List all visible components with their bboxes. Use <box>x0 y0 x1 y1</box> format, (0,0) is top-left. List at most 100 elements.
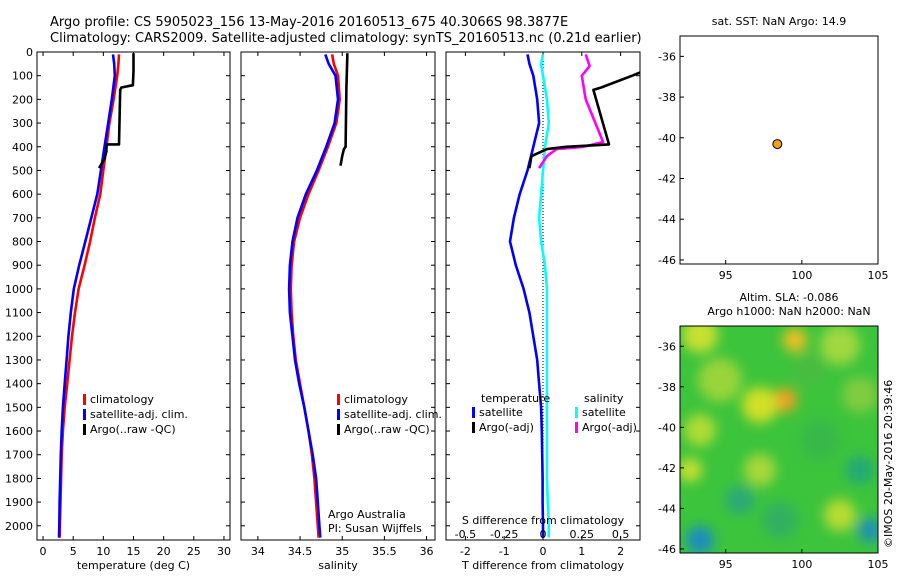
salinity-profile-panel: 34 34.5 35 35.5 36 salinity climatology satelli… <box>240 51 442 572</box>
heatmap-cell <box>698 358 742 402</box>
x-tick-label: 30 <box>217 545 231 558</box>
series-line <box>339 53 349 166</box>
sla-map-title: Argo h1000: NaN h2000: NaN <box>707 305 870 318</box>
top-tick-label: 0.5 <box>612 528 630 541</box>
y-tick-label: 1100 <box>5 307 33 320</box>
y-tick-label: -36 <box>658 340 676 353</box>
heatmap-cell <box>842 377 878 413</box>
plot-frame <box>240 51 436 541</box>
y-tick-label: 1900 <box>5 496 33 509</box>
heatmap-cell <box>794 354 826 386</box>
heatmap-blobs <box>680 326 878 553</box>
heatmap-cell <box>820 326 860 365</box>
y-tick-label: -36 <box>658 50 676 63</box>
top-axis-label: S difference from climatology <box>462 514 625 527</box>
heatmap-cell <box>824 499 856 531</box>
legend-entry: Argo(-adj) <box>479 421 534 434</box>
x-tick-label: 36 <box>420 545 434 558</box>
x-tick-label: 100 <box>791 269 812 282</box>
y-tick-label: 1600 <box>5 425 33 438</box>
y-tick-label: 1500 <box>5 401 33 414</box>
x-tick-label: 0 <box>540 545 547 558</box>
legend-entry: satellite-adj. clim. <box>344 408 442 421</box>
heatmap-cell <box>684 414 716 446</box>
y-tick-label: 100 <box>12 70 33 83</box>
legend-swatch <box>337 424 340 435</box>
argo-position-marker <box>772 139 783 150</box>
y-tick-label: 2000 <box>5 520 33 533</box>
legend-entry: Argo(-adj) <box>582 421 637 434</box>
y-tick-label: -42 <box>658 173 676 186</box>
location-map-panel: sat. SST: NaN Argo: 14.9 95 100 105 -36 -38 -4… <box>658 15 888 282</box>
y-tick-label: 1700 <box>5 449 33 462</box>
legend-swatch <box>337 409 340 420</box>
legend-entry: Argo(..raw -QC) <box>90 423 176 436</box>
sla-heatmap <box>680 326 878 553</box>
x-axis-label: T difference from climatology <box>461 559 624 572</box>
x-tick-label: -1 <box>499 545 510 558</box>
legend-entry: satellite <box>582 406 626 419</box>
y-tick-label: 1000 <box>5 283 33 296</box>
y-tick-label: 800 <box>12 236 33 249</box>
x-tick-label: 100 <box>791 558 812 571</box>
x-tick-label: 34.5 <box>288 545 313 558</box>
heatmap-cell <box>726 486 754 514</box>
map-title: sat. SST: NaN Argo: 14.9 <box>712 15 846 28</box>
legend-group-title: temperature <box>481 392 550 405</box>
series-line <box>57 54 117 538</box>
x-tick-label: 34 <box>251 545 265 558</box>
legend-entry: Argo(..raw -QC) <box>344 423 430 436</box>
legend-swatch <box>83 424 86 435</box>
x-tick-label: 95 <box>719 558 733 571</box>
header-line-2: Climatology: CARS2009. Satellite-adjuste… <box>50 31 642 46</box>
y-tick-label: 900 <box>12 259 33 272</box>
profile-annotation: Argo Australia <box>328 508 406 521</box>
y-tick-label: 200 <box>12 93 33 106</box>
x-tick-label: 105 <box>868 558 889 571</box>
legend-swatch <box>472 422 475 433</box>
y-tick-label: -40 <box>658 421 676 434</box>
top-tick-label: 0 <box>540 528 547 541</box>
legend-swatch <box>575 422 578 433</box>
profile-annotation: PI: Susan Wijffels <box>328 522 422 535</box>
heatmap-cell <box>744 454 776 486</box>
x-axis-label: salinity <box>318 559 358 572</box>
y-tick-label: 0 <box>26 46 33 59</box>
x-tick-label: 1 <box>578 545 585 558</box>
y-tick-label: 600 <box>12 188 33 201</box>
heatmap-cell <box>846 456 874 484</box>
series-line <box>537 54 551 538</box>
series-line <box>287 53 340 538</box>
header-line-1: Argo profile: CS 5905023_156 13-May-2016… <box>50 15 568 30</box>
y-tick-label: -44 <box>658 213 676 226</box>
x-tick-label: 105 <box>868 269 889 282</box>
series-line <box>58 54 121 538</box>
top-tick-label: -0.25 <box>490 528 518 541</box>
y-tick-label: 1800 <box>5 472 33 485</box>
legend-swatch <box>83 394 86 405</box>
x-tick-label: 0 <box>40 545 47 558</box>
top-tick-label: 0.25 <box>570 528 595 541</box>
heatmap-cell <box>783 328 807 352</box>
plot-frame <box>679 35 879 265</box>
plot-frame <box>36 51 231 541</box>
x-tick-label: 35 <box>335 545 349 558</box>
heatmap-cell <box>682 326 718 353</box>
temperature-profile-panel: 0100200300400500600700800900100011001200… <box>5 46 231 572</box>
series-line <box>508 54 545 538</box>
x-tick-label: 35.5 <box>372 545 397 558</box>
heatmap-cell <box>858 518 878 542</box>
x-tick-label: 5 <box>70 545 77 558</box>
x-tick-label: 95 <box>719 269 733 282</box>
y-tick-label: -42 <box>658 462 676 475</box>
y-tick-label: 1300 <box>5 354 33 367</box>
y-tick-label: -40 <box>658 132 676 145</box>
x-tick-label: 20 <box>157 545 171 558</box>
y-tick-label: -46 <box>658 543 676 556</box>
plot-frame <box>679 325 879 554</box>
legend-swatch <box>83 409 86 420</box>
legend-swatch <box>337 394 340 405</box>
y-tick-label: 400 <box>12 141 33 154</box>
